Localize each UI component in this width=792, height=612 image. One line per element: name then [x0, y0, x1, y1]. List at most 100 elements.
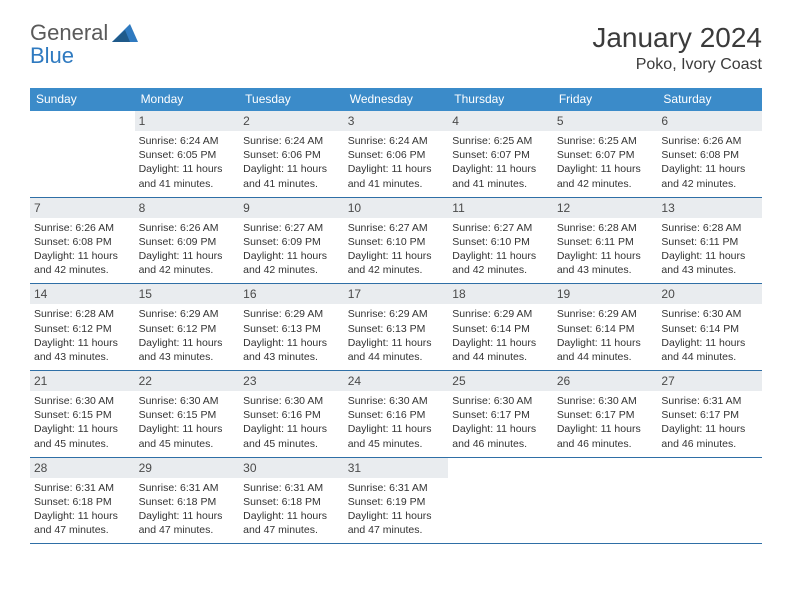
day-number: 4	[448, 111, 553, 131]
sunset-text: Sunset: 6:06 PM	[348, 148, 445, 162]
week-row: 28Sunrise: 6:31 AMSunset: 6:18 PMDayligh…	[30, 458, 762, 545]
sunset-text: Sunset: 6:08 PM	[661, 148, 758, 162]
sunrise-text: Sunrise: 6:24 AM	[348, 134, 445, 148]
logo-triangle-icon	[112, 24, 138, 46]
dow-thursday: Thursday	[448, 88, 553, 111]
daylight-text: and 41 minutes.	[452, 177, 549, 191]
daylight-text: Daylight: 11 hours	[348, 509, 445, 523]
day-cell: 26Sunrise: 6:30 AMSunset: 6:17 PMDayligh…	[553, 371, 658, 457]
day-cell: 30 Sunrise: 6:31 AMSunset: 6:18 PMDayligh…	[239, 458, 344, 544]
daylight-text: Daylight: 11 hours	[34, 249, 131, 263]
dow-tuesday: Tuesday	[239, 88, 344, 111]
day-number: 13	[657, 198, 762, 218]
daylight-text: Daylight: 11 hours	[661, 249, 758, 263]
daylight-text: and 44 minutes.	[557, 350, 654, 364]
daylight-text: Daylight: 11 hours	[34, 422, 131, 436]
sunrise-text: Sunrise: 6:30 AM	[661, 307, 758, 321]
day-number: 27	[657, 371, 762, 391]
daylight-text: and 45 minutes.	[139, 437, 236, 451]
day-cell: 8Sunrise: 6:26 AMSunset: 6:09 PMDaylight…	[135, 198, 240, 284]
day-cell: 10Sunrise: 6:27 AMSunset: 6:10 PMDayligh…	[344, 198, 449, 284]
sunset-text: Sunset: 6:18 PM	[243, 495, 340, 509]
daylight-text: Daylight: 11 hours	[139, 249, 236, 263]
daylight-text: and 47 minutes.	[243, 523, 340, 537]
sunrise-text: Sunrise: 6:25 AM	[452, 134, 549, 148]
daylight-text: Daylight: 11 hours	[139, 422, 236, 436]
daylight-text: Daylight: 11 hours	[348, 249, 445, 263]
logo-word-2: Blue	[30, 43, 74, 68]
daylight-text: and 44 minutes.	[661, 350, 758, 364]
sunrise-text: Sunrise: 6:30 AM	[557, 394, 654, 408]
day-cell: 29Sunrise: 6:31 AMSunset: 6:18 PMDayligh…	[135, 458, 240, 544]
dow-saturday: Saturday	[657, 88, 762, 111]
sunset-text: Sunset: 6:07 PM	[452, 148, 549, 162]
daylight-text: Daylight: 11 hours	[452, 336, 549, 350]
day-cell: 21Sunrise: 6:30 AMSunset: 6:15 PMDayligh…	[30, 371, 135, 457]
daylight-text: Daylight: 11 hours	[139, 336, 236, 350]
sunset-text: Sunset: 6:11 PM	[557, 235, 654, 249]
day-number: 2	[239, 111, 344, 131]
day-number: 22	[135, 371, 240, 391]
sunrise-text: Sunrise: 6:31 AM	[139, 481, 236, 495]
day-cell: 12Sunrise: 6:28 AMSunset: 6:11 PMDayligh…	[553, 198, 658, 284]
daylight-text: Daylight: 11 hours	[557, 249, 654, 263]
daylight-text: and 42 minutes.	[452, 263, 549, 277]
sunset-text: Sunset: 6:13 PM	[243, 322, 340, 336]
day-number: 25	[448, 371, 553, 391]
sunset-text: Sunset: 6:15 PM	[139, 408, 236, 422]
daylight-text: Daylight: 11 hours	[243, 422, 340, 436]
daylight-text: and 46 minutes.	[661, 437, 758, 451]
daylight-text: and 43 minutes.	[557, 263, 654, 277]
sunrise-text: Sunrise: 6:29 AM	[452, 307, 549, 321]
daylight-text: and 47 minutes.	[348, 523, 445, 537]
sunset-text: Sunset: 6:10 PM	[452, 235, 549, 249]
week-row: 7Sunrise: 6:26 AMSunset: 6:08 PMDaylight…	[30, 198, 762, 285]
day-cell: 7Sunrise: 6:26 AMSunset: 6:08 PMDaylight…	[30, 198, 135, 284]
day-cell: 23Sunrise: 6:30 AMSunset: 6:16 PMDayligh…	[239, 371, 344, 457]
day-number: 18	[448, 284, 553, 304]
day-cell: 25Sunrise: 6:30 AMSunset: 6:17 PMDayligh…	[448, 371, 553, 457]
weeks-container: 1Sunrise: 6:24 AMSunset: 6:05 PMDaylight…	[30, 111, 762, 544]
day-number: 30	[239, 458, 344, 478]
sunrise-text: Sunrise: 6:29 AM	[139, 307, 236, 321]
daylight-text: and 45 minutes.	[348, 437, 445, 451]
location-title: Poko, Ivory Coast	[592, 56, 762, 74]
day-cell: 11Sunrise: 6:27 AMSunset: 6:10 PMDayligh…	[448, 198, 553, 284]
sunset-text: Sunset: 6:16 PM	[243, 408, 340, 422]
daylight-text: and 45 minutes.	[34, 437, 131, 451]
daylight-text: and 47 minutes.	[34, 523, 131, 537]
sunset-text: Sunset: 6:10 PM	[348, 235, 445, 249]
day-cell: 27Sunrise: 6:31 AMSunset: 6:17 PMDayligh…	[657, 371, 762, 457]
daylight-text: Daylight: 11 hours	[243, 336, 340, 350]
sunset-text: Sunset: 6:17 PM	[661, 408, 758, 422]
daylight-text: Daylight: 11 hours	[557, 162, 654, 176]
sunset-text: Sunset: 6:14 PM	[557, 322, 654, 336]
daylight-text: Daylight: 11 hours	[452, 249, 549, 263]
daylight-text: Daylight: 11 hours	[34, 509, 131, 523]
logo-word-1: General	[30, 20, 108, 45]
daylight-text: and 42 minutes.	[661, 177, 758, 191]
daylight-text: Daylight: 11 hours	[557, 336, 654, 350]
dow-friday: Friday	[553, 88, 658, 111]
sunset-text: Sunset: 6:06 PM	[243, 148, 340, 162]
day-number: 3	[344, 111, 449, 131]
daylight-text: and 46 minutes.	[452, 437, 549, 451]
sunrise-text: Sunrise: 6:29 AM	[348, 307, 445, 321]
day-number: 8	[135, 198, 240, 218]
daylight-text: and 43 minutes.	[661, 263, 758, 277]
sunrise-text: Sunrise: 6:26 AM	[34, 221, 131, 235]
day-number: 7	[30, 198, 135, 218]
sunrise-text: Sunrise: 6:25 AM	[557, 134, 654, 148]
day-number: 31	[344, 458, 449, 478]
sunrise-text: Sunrise: 6:28 AM	[557, 221, 654, 235]
sunrise-text: Sunrise: 6:31 AM	[661, 394, 758, 408]
daylight-text: Daylight: 11 hours	[243, 162, 340, 176]
sunset-text: Sunset: 6:13 PM	[348, 322, 445, 336]
daylight-text: Daylight: 11 hours	[661, 336, 758, 350]
day-cell: 24Sunrise: 6:30 AMSunset: 6:16 PMDayligh…	[344, 371, 449, 457]
day-cell: 1Sunrise: 6:24 AMSunset: 6:05 PMDaylight…	[135, 111, 240, 197]
sunrise-text: Sunrise: 6:31 AM	[243, 481, 340, 495]
daylight-text: Daylight: 11 hours	[243, 509, 340, 523]
daylight-text: Daylight: 11 hours	[452, 422, 549, 436]
day-number: 28	[30, 458, 135, 478]
